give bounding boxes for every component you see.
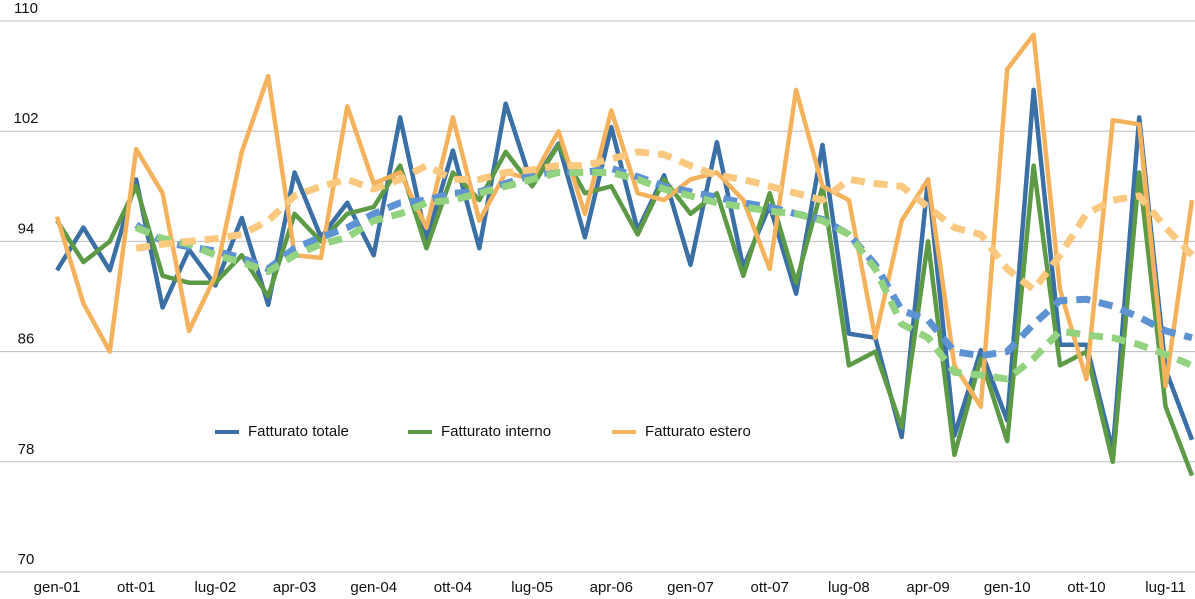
- trend-line: [134, 169, 1194, 383]
- legend-item: Fatturato interno: [408, 423, 551, 440]
- trend-line: [135, 148, 1195, 294]
- x-tick-label: gen-10: [984, 579, 1031, 596]
- x-tick-label: lug-02: [195, 579, 237, 596]
- x-tick-label: lug-08: [828, 579, 870, 596]
- legend-label: Fatturato interno: [441, 423, 551, 440]
- y-tick-label: 70: [18, 551, 35, 568]
- y-tick-label: 94: [18, 220, 35, 237]
- x-tick-label: ott-07: [750, 579, 788, 596]
- x-tick-label: gen-04: [350, 579, 397, 596]
- x-tick-label: lug-11: [1145, 579, 1186, 596]
- x-tick-label: ott-10: [1067, 579, 1105, 596]
- x-tick-label: ott-04: [434, 579, 472, 596]
- legend-item: Fatturato totale: [215, 423, 349, 440]
- y-tick-label: 86: [18, 331, 35, 348]
- legend-label: Fatturato estero: [645, 423, 751, 440]
- series-line: [55, 142, 1195, 477]
- y-tick-label: 78: [18, 441, 35, 458]
- x-tick-label: apr-06: [590, 579, 633, 596]
- y-tick-label: 110: [14, 0, 38, 17]
- x-tick-label: lug-05: [511, 579, 553, 596]
- x-tick-label: ott-01: [117, 579, 155, 596]
- x-tick-label: apr-09: [906, 579, 949, 596]
- x-tick-label: apr-03: [273, 579, 316, 596]
- legend-item: Fatturato estero: [612, 423, 751, 440]
- x-tick-label: gen-07: [667, 579, 714, 596]
- x-tick-label: gen-01: [34, 579, 81, 596]
- legend-label: Fatturato totale: [248, 423, 349, 440]
- y-tick-label: 102: [13, 110, 38, 127]
